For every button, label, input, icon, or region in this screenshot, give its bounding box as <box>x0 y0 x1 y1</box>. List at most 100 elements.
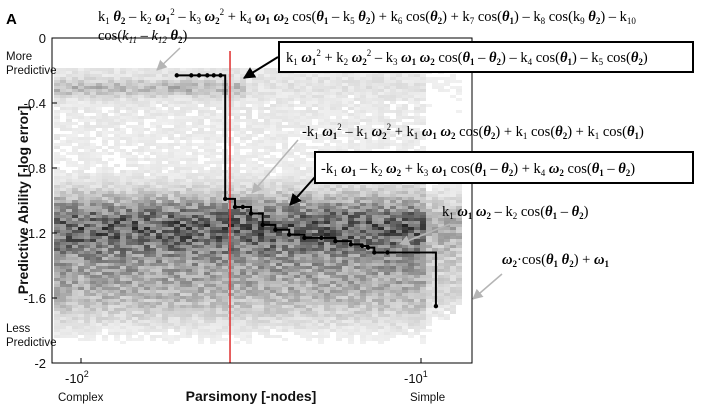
heat-cell <box>144 278 150 281</box>
heat-cell <box>366 98 372 101</box>
heat-cell <box>348 308 354 311</box>
heat-cell <box>336 281 342 284</box>
heat-cell <box>126 197 132 200</box>
heat-cell <box>336 311 342 314</box>
heat-cell <box>168 278 174 281</box>
heat-cell <box>234 293 240 296</box>
heat-cell <box>198 71 204 74</box>
heat-cell <box>258 326 264 329</box>
heat-cell <box>198 89 204 92</box>
heat-cell <box>78 80 84 83</box>
heat-cell <box>252 272 258 275</box>
heat-cell <box>330 230 336 233</box>
heat-cell <box>186 317 192 320</box>
heat-cell <box>210 188 216 191</box>
heat-cell <box>288 155 294 158</box>
heat-cell <box>366 131 372 134</box>
heat-cell <box>366 308 372 311</box>
heat-cell <box>348 194 354 197</box>
heat-cell <box>264 98 270 101</box>
heat-cell <box>126 212 132 215</box>
heat-cell <box>288 299 294 302</box>
heat-cell <box>156 137 162 140</box>
heat-cell <box>54 281 60 284</box>
heat-cell <box>186 146 192 149</box>
heat-cell <box>120 203 126 206</box>
heat-cell <box>78 323 84 326</box>
heat-cell <box>168 254 174 257</box>
heat-cell <box>396 203 402 206</box>
heat-cell <box>294 218 300 221</box>
heat-cell <box>354 251 360 254</box>
heat-cell <box>228 323 234 326</box>
heat-cell <box>228 107 234 110</box>
heat-cell <box>60 248 66 251</box>
heat-cell <box>114 191 120 194</box>
heat-cell <box>396 296 402 299</box>
heat-cell <box>300 230 306 233</box>
heat-cell <box>396 86 402 89</box>
heat-cell <box>132 302 138 305</box>
heat-cell <box>204 143 210 146</box>
heat-cell <box>204 257 210 260</box>
heat-cell <box>168 179 174 182</box>
heat-cell <box>162 206 168 209</box>
heat-cell <box>240 302 246 305</box>
heat-cell <box>258 110 264 113</box>
heat-cell <box>354 233 360 236</box>
heat-cell <box>120 269 126 272</box>
heat-cell <box>288 80 294 83</box>
heat-cell <box>354 266 360 269</box>
heat-cell <box>282 299 288 302</box>
heat-cell <box>246 110 252 113</box>
heat-cell <box>372 203 378 206</box>
heat-cell <box>390 110 396 113</box>
heat-cell <box>138 119 144 122</box>
heat-cell <box>162 134 168 137</box>
heat-cell <box>264 185 270 188</box>
heat-cell <box>342 218 348 221</box>
heat-cell <box>336 206 342 209</box>
heat-cell <box>192 116 198 119</box>
heat-cell <box>264 272 270 275</box>
heat-cell <box>210 140 216 143</box>
heat-cell <box>150 206 156 209</box>
heat-cell <box>384 191 390 194</box>
heat-cell <box>360 254 366 257</box>
heat-cell <box>234 125 240 128</box>
heat-cell <box>372 308 378 311</box>
heat-cell <box>318 140 324 143</box>
heat-cell <box>156 209 162 212</box>
heat-cell <box>378 209 384 212</box>
heat-cell <box>270 233 276 236</box>
heat-cell <box>108 185 114 188</box>
heat-cell <box>54 242 60 245</box>
heat-cell <box>378 227 384 230</box>
heat-cell <box>66 92 72 95</box>
heat-cell <box>84 152 90 155</box>
heat-cell <box>186 83 192 86</box>
heat-cell <box>216 218 222 221</box>
heat-cell <box>312 197 318 200</box>
heat-cell <box>396 239 402 242</box>
heat-cell <box>126 191 132 194</box>
heat-cell <box>228 239 234 242</box>
heat-cell <box>78 332 84 335</box>
heat-cell <box>120 95 126 98</box>
heat-cell <box>60 308 66 311</box>
heat-cell <box>234 284 240 287</box>
heat-cell <box>354 287 360 290</box>
heat-cell <box>198 203 204 206</box>
heat-cell <box>252 314 258 317</box>
heat-cell <box>168 185 174 188</box>
heat-cell <box>192 332 198 335</box>
heat-cell <box>402 185 408 188</box>
heat-cell <box>348 287 354 290</box>
heat-cell <box>396 77 402 80</box>
heat-cell <box>324 188 330 191</box>
heat-cell <box>204 188 210 191</box>
heat-cell <box>258 242 264 245</box>
heat-cell <box>126 203 132 206</box>
heat-cell <box>336 251 342 254</box>
heat-cell <box>396 131 402 134</box>
